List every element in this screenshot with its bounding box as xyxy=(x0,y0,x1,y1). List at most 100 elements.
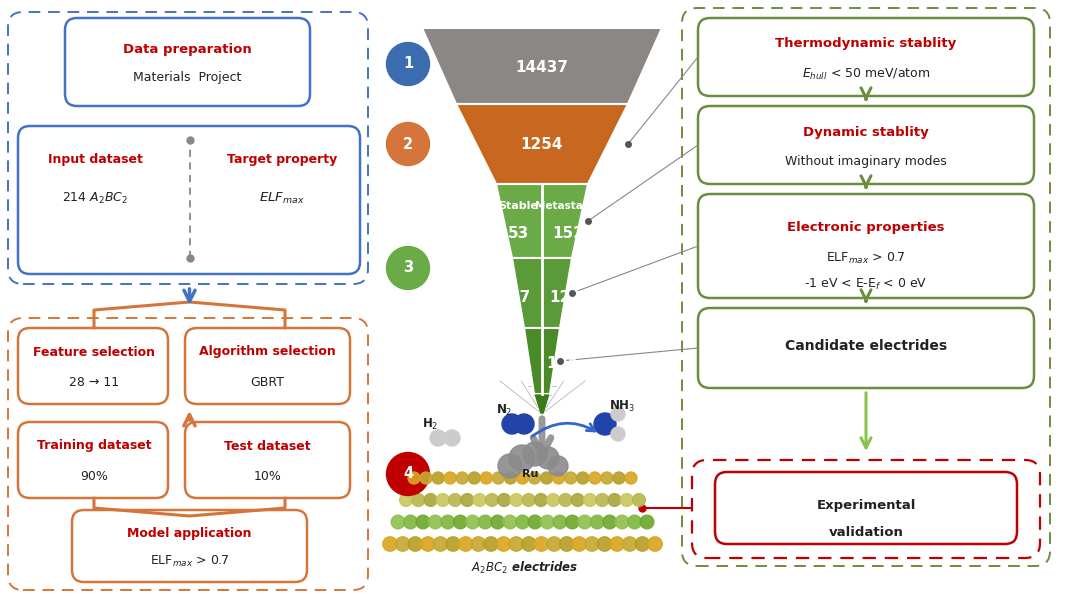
Circle shape xyxy=(510,493,522,507)
Circle shape xyxy=(391,515,405,529)
Text: 28 → 11: 28 → 11 xyxy=(69,375,119,389)
Circle shape xyxy=(481,472,492,484)
Circle shape xyxy=(508,537,523,551)
Circle shape xyxy=(540,472,552,484)
Circle shape xyxy=(583,493,596,507)
Circle shape xyxy=(485,493,498,507)
Text: 129: 129 xyxy=(549,290,581,306)
FancyBboxPatch shape xyxy=(715,472,1017,544)
Circle shape xyxy=(565,515,579,529)
Text: Feature selection: Feature selection xyxy=(33,346,155,359)
Circle shape xyxy=(613,472,625,484)
Text: Data preparation: Data preparation xyxy=(124,44,252,57)
Text: -1 eV < E-E$_f$ < 0 eV: -1 eV < E-E$_f$ < 0 eV xyxy=(804,277,927,291)
Circle shape xyxy=(436,493,449,507)
Circle shape xyxy=(400,493,413,507)
Circle shape xyxy=(620,493,633,507)
Circle shape xyxy=(540,515,554,529)
Circle shape xyxy=(429,515,442,529)
FancyBboxPatch shape xyxy=(698,308,1034,388)
Circle shape xyxy=(565,472,577,484)
Text: 1254: 1254 xyxy=(521,136,563,151)
Text: Model application: Model application xyxy=(127,527,252,541)
Circle shape xyxy=(548,456,568,476)
Circle shape xyxy=(528,515,542,529)
Text: 41: 41 xyxy=(512,356,533,371)
Circle shape xyxy=(588,472,601,484)
Text: N$_2$: N$_2$ xyxy=(496,402,512,418)
Circle shape xyxy=(597,537,612,551)
Text: 3: 3 xyxy=(403,260,413,275)
Circle shape xyxy=(628,515,642,529)
FancyBboxPatch shape xyxy=(18,328,168,404)
FancyBboxPatch shape xyxy=(72,510,307,582)
Circle shape xyxy=(387,247,430,290)
Text: H$_2$: H$_2$ xyxy=(422,417,438,432)
Circle shape xyxy=(445,430,461,446)
Text: Algorithm selection: Algorithm selection xyxy=(199,346,336,359)
Circle shape xyxy=(537,447,559,469)
FancyBboxPatch shape xyxy=(698,106,1034,184)
Text: Target property: Target property xyxy=(227,154,337,166)
Text: 14437: 14437 xyxy=(516,61,568,76)
Polygon shape xyxy=(422,28,662,104)
Text: Stable: Stable xyxy=(498,201,538,211)
FancyBboxPatch shape xyxy=(185,422,350,498)
Text: 152: 152 xyxy=(552,226,584,241)
Circle shape xyxy=(408,472,420,484)
Circle shape xyxy=(432,472,445,484)
Circle shape xyxy=(577,472,588,484)
Circle shape xyxy=(522,493,535,507)
Circle shape xyxy=(430,430,446,446)
Text: Electronic properties: Electronic properties xyxy=(788,222,944,234)
Circle shape xyxy=(534,537,549,551)
Circle shape xyxy=(585,537,599,551)
Circle shape xyxy=(441,515,454,529)
Text: Candidate electrides: Candidate electrides xyxy=(785,339,947,353)
FancyBboxPatch shape xyxy=(9,12,368,284)
Polygon shape xyxy=(524,328,560,394)
Circle shape xyxy=(547,537,561,551)
Circle shape xyxy=(503,515,517,529)
Circle shape xyxy=(416,515,430,529)
Circle shape xyxy=(479,515,491,529)
Circle shape xyxy=(497,537,511,551)
Circle shape xyxy=(408,537,422,551)
Circle shape xyxy=(387,452,430,495)
Circle shape xyxy=(641,515,653,529)
Text: Test dataset: Test dataset xyxy=(224,439,311,452)
Circle shape xyxy=(611,427,625,441)
Circle shape xyxy=(433,537,448,551)
Text: Input dataset: Input dataset xyxy=(48,154,143,166)
Polygon shape xyxy=(456,104,628,184)
Text: GBRT: GBRT xyxy=(251,375,285,389)
Circle shape xyxy=(572,537,586,551)
Text: 2: 2 xyxy=(403,136,413,151)
Circle shape xyxy=(534,493,547,507)
Circle shape xyxy=(521,537,536,551)
Text: Experimental: Experimental xyxy=(817,499,916,513)
Circle shape xyxy=(625,472,637,484)
Text: $E_{hull}$ < 50 meV/atom: $E_{hull}$ < 50 meV/atom xyxy=(802,66,931,82)
Circle shape xyxy=(421,537,435,551)
Text: validation: validation xyxy=(828,526,904,539)
Text: 4: 4 xyxy=(403,467,413,482)
Circle shape xyxy=(623,537,637,551)
Circle shape xyxy=(458,537,473,551)
Circle shape xyxy=(490,515,504,529)
Text: Materials  Project: Materials Project xyxy=(133,72,242,85)
Circle shape xyxy=(615,515,629,529)
Circle shape xyxy=(473,493,486,507)
Circle shape xyxy=(411,493,424,507)
Text: Ru: Ru xyxy=(522,469,538,479)
FancyArrowPatch shape xyxy=(532,423,595,436)
FancyBboxPatch shape xyxy=(692,460,1040,558)
Circle shape xyxy=(420,472,432,484)
Circle shape xyxy=(560,537,574,551)
Circle shape xyxy=(449,493,462,507)
Circle shape xyxy=(648,537,662,551)
Circle shape xyxy=(445,472,456,484)
Circle shape xyxy=(516,515,530,529)
Text: ELF$_{max}$ > 0.7: ELF$_{max}$ > 0.7 xyxy=(826,250,906,266)
Circle shape xyxy=(603,515,616,529)
